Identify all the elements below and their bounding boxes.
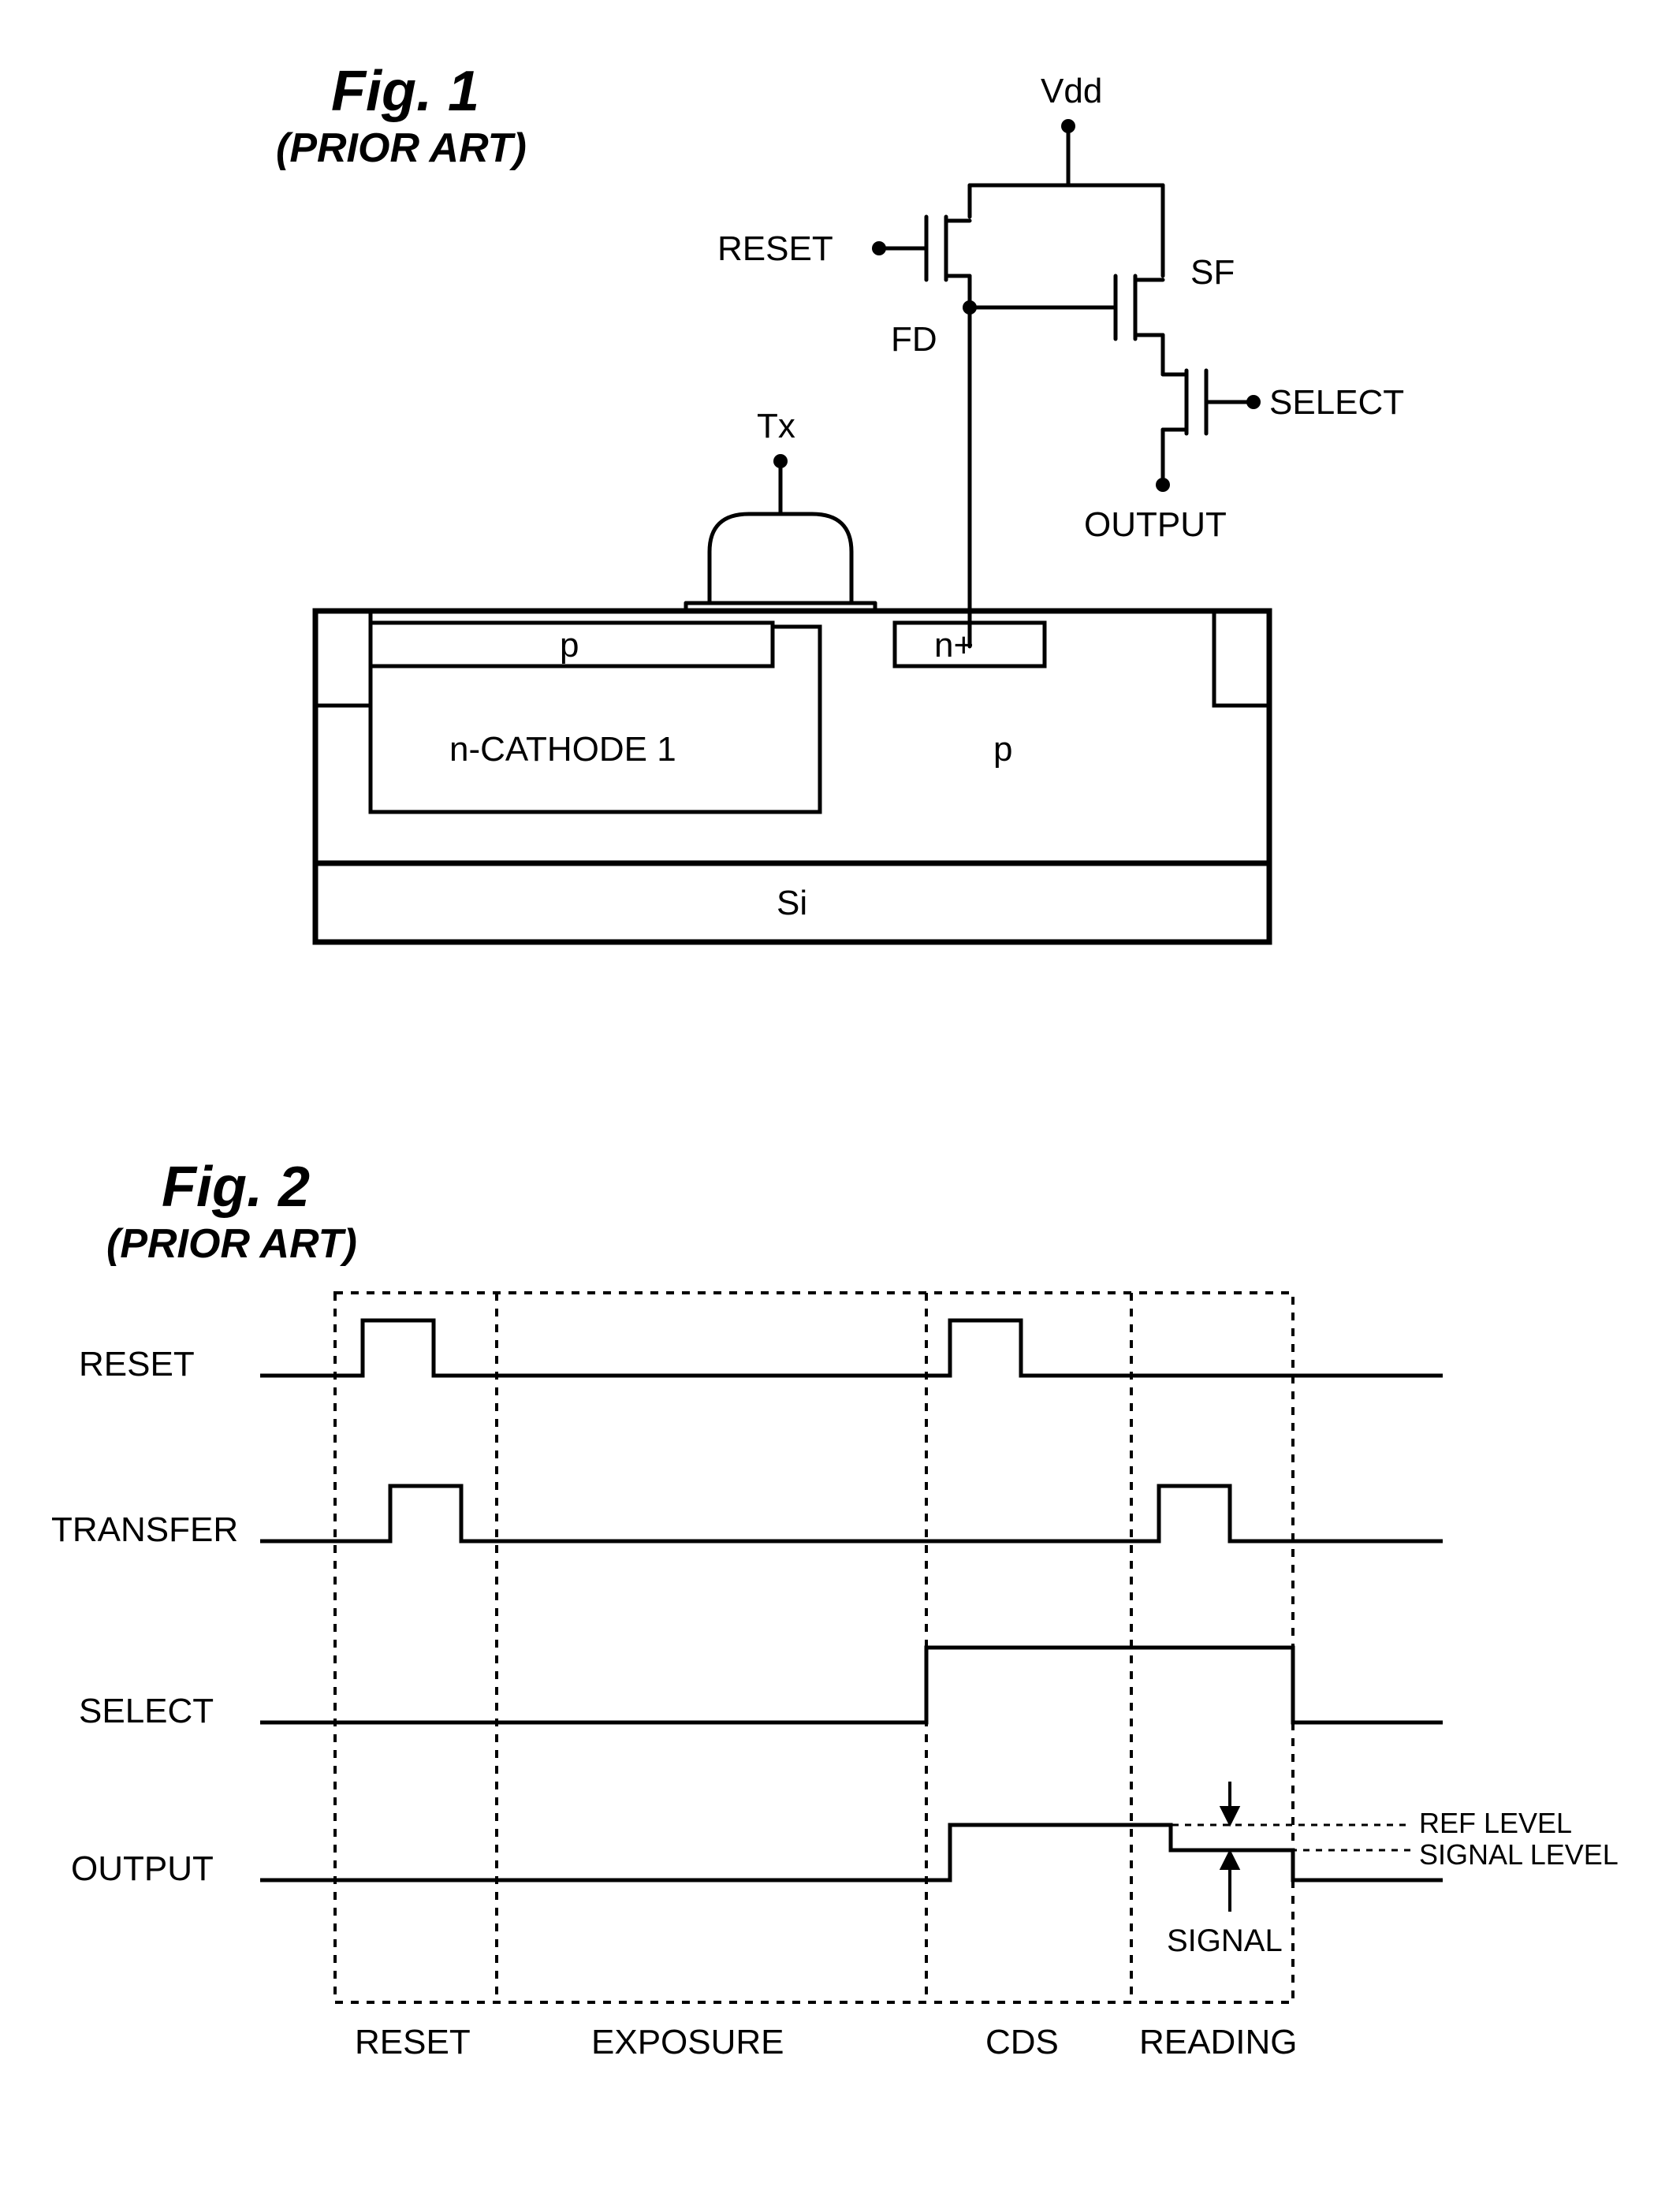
- fig2-title: Fig. 2: [162, 1156, 310, 1219]
- label-p-body: p: [993, 730, 1012, 769]
- label-signal: SIGNAL: [1167, 1923, 1283, 1958]
- label-signal-level: SIGNAL LEVEL: [1419, 1838, 1619, 1871]
- label-output: OUTPUT: [1084, 505, 1227, 544]
- label-reset: RESET: [717, 229, 833, 268]
- signal-label-transfer: TRANSFER: [51, 1510, 238, 1549]
- figure-2: Fig. 2 (PRIOR ART) RESET TRANSFER SELECT…: [47, 1143, 1624, 2113]
- label-si: Si: [777, 884, 807, 922]
- signal-label-reset: RESET: [79, 1345, 195, 1383]
- signal-label-output: OUTPUT: [71, 1849, 214, 1888]
- waveform-transfer: [260, 1486, 1443, 1541]
- phase-label-reading: READING: [1139, 2023, 1297, 2061]
- phase-label-reset: RESET: [355, 2023, 471, 2061]
- label-ncathode: n-CATHODE 1: [449, 730, 676, 769]
- phase-label-exposure: EXPOSURE: [591, 2023, 784, 2061]
- waveform-output: [260, 1825, 1443, 1880]
- pixel-circuit: Vdd RESET FD SF: [686, 72, 1404, 646]
- label-fd: FD: [891, 320, 937, 359]
- waveform-reset: [260, 1320, 1443, 1376]
- label-select: SELECT: [1269, 383, 1404, 422]
- cross-section: Si p n+ n-CATHODE 1 p: [315, 611, 1269, 942]
- label-ref-level: REF LEVEL: [1419, 1807, 1572, 1839]
- fig1-title: Fig. 1: [331, 60, 479, 123]
- waveform-select: [260, 1648, 1443, 1722]
- label-tx: Tx: [757, 407, 795, 445]
- figure-1: Fig. 1 (PRIOR ART) Vdd RESET FD SF: [134, 47, 1514, 978]
- fig1-subtitle: (PRIOR ART): [276, 125, 527, 171]
- label-sf: SF: [1190, 253, 1235, 292]
- label-vdd: Vdd: [1041, 72, 1102, 110]
- label-nplus: n+: [934, 626, 974, 665]
- signal-label-select: SELECT: [79, 1692, 214, 1730]
- label-p-top: p: [560, 626, 579, 665]
- phase-label-cds: CDS: [985, 2023, 1059, 2061]
- fig2-subtitle: (PRIOR ART): [106, 1221, 357, 1267]
